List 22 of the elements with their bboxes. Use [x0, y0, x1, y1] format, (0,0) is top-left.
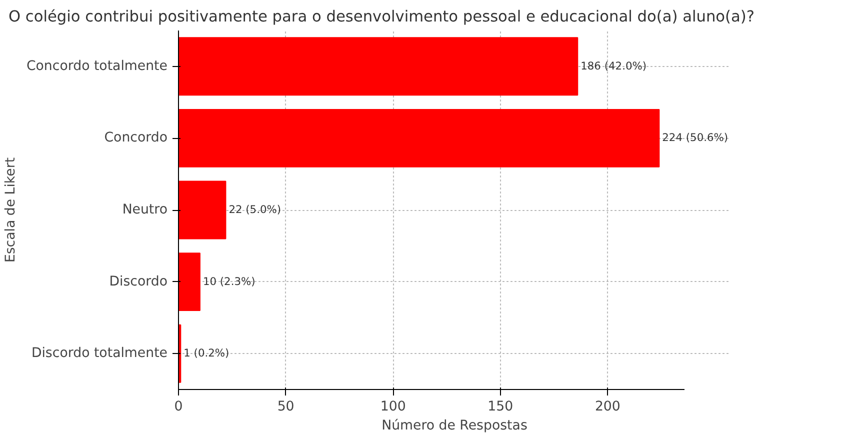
x-tick-label: 0 [174, 400, 183, 414]
y-axis-title: Escala de Likert [3, 157, 18, 263]
x-tick-label: 150 [488, 400, 514, 414]
bar [178, 180, 226, 240]
data-label: 224 (50.6%) [662, 131, 728, 144]
chart-title: O colégio contribui positivamente para o desenvolvimento pessoal e educacional do(a) aluno(a)? [8, 8, 755, 26]
y-tick-label: Neutro [122, 202, 168, 218]
data-label: 10 (2.3%) [202, 274, 256, 288]
data-label: 1 (0.2%) [184, 346, 230, 360]
x-tick-label: 200 [594, 400, 620, 414]
x-axis-title: Número de Respostas [382, 418, 528, 434]
y-tick-label: Concordo totalmente [26, 58, 168, 74]
bar [178, 108, 660, 168]
bar [178, 252, 200, 312]
y-tick-label: Discordo totalmente [31, 346, 168, 362]
y-tick-label: Concordo [104, 130, 168, 146]
x-tick-label: 50 [277, 400, 294, 414]
data-label: 22 (5.0%) [228, 203, 282, 216]
y-tick-label: Discordo [109, 274, 168, 290]
x-tick-label: 100 [380, 400, 406, 414]
data-label: 186 (42.0%) [580, 59, 647, 72]
bar [178, 37, 578, 96]
